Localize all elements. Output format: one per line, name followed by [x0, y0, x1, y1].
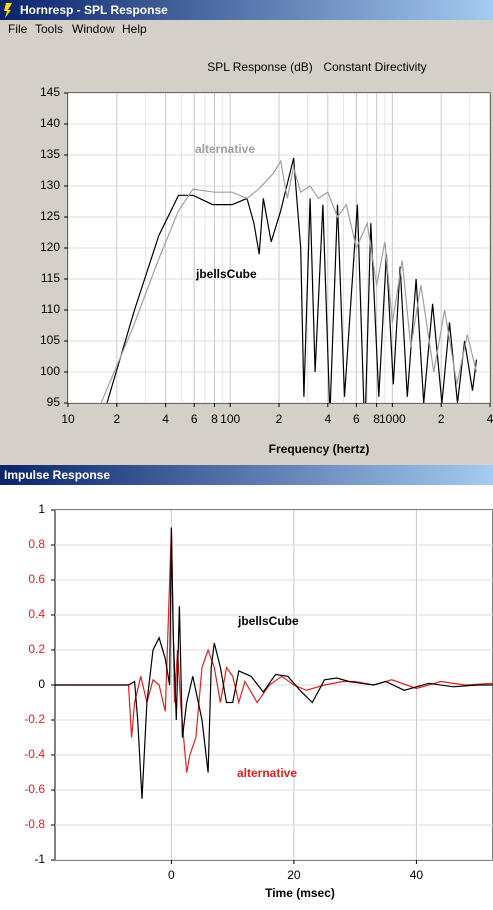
x-tick-label: 6 — [353, 412, 360, 426]
x-tick-label: 0 — [168, 868, 175, 882]
x-tick-label: 40 — [410, 868, 424, 882]
y-tick-label: 130 — [40, 178, 60, 192]
menu-item[interactable]: Window — [72, 22, 115, 36]
x-tick-label: 4 — [487, 412, 493, 426]
y-tick-label: 0.4 — [28, 607, 45, 621]
chart-subtitle: Constant Directivity — [323, 60, 426, 74]
y-tick-label: 0.2 — [28, 642, 45, 656]
y-tick-label: -1 — [34, 852, 45, 866]
series-line — [55, 527, 493, 799]
x-tick-label: 4 — [162, 412, 169, 426]
x-tick-label: 20 — [287, 868, 301, 882]
y-tick-label: 115 — [41, 271, 60, 285]
x-tick-label: 8 — [373, 412, 380, 426]
menu-item[interactable]: Help — [122, 22, 147, 36]
x-tick-label: 2 — [113, 412, 120, 426]
series-line — [100, 159, 478, 403]
window-title: Impulse Response — [4, 468, 110, 482]
title-bar — [0, 0, 493, 20]
y-tick-label: 110 — [41, 302, 60, 316]
menu-item[interactable]: File — [8, 22, 28, 36]
y-tick-label: 120 — [40, 240, 60, 254]
series-annotation: alternative — [195, 142, 255, 156]
series-annotation: jbellsCube — [237, 614, 299, 628]
x-tick-label: 6 — [191, 412, 198, 426]
y-tick-label: 1 — [38, 502, 45, 516]
y-tick-label: 0.8 — [28, 537, 45, 551]
x-tick-label: 10 — [61, 412, 75, 426]
y-tick-label: 135 — [40, 147, 60, 161]
x-tick-label: 100 — [220, 412, 240, 426]
series-annotation: alternative — [237, 766, 297, 780]
chart-title: SPL Response (dB) — [207, 60, 313, 74]
title-bar — [0, 465, 493, 485]
y-tick-label: -0.8 — [24, 817, 45, 831]
y-tick-label: 140 — [40, 116, 60, 130]
window-title: Hornresp - SPL Response — [20, 3, 168, 17]
y-tick-label: 0.6 — [28, 572, 45, 586]
y-tick-label: 100 — [40, 364, 60, 378]
x-tick-label: 1000 — [379, 412, 406, 426]
y-tick-label: -0.2 — [24, 712, 45, 726]
menu-item[interactable]: Tools — [35, 22, 63, 36]
plot-layer — [68, 93, 490, 403]
plot-layer — [55, 510, 493, 860]
y-tick-label: 0 — [38, 677, 45, 691]
y-tick-label: -0.4 — [24, 747, 45, 761]
y-tick-label: 95 — [47, 395, 61, 409]
series-line — [106, 157, 478, 403]
x-tick-label: 2 — [276, 412, 283, 426]
y-tick-label: 125 — [40, 209, 60, 223]
y-tick-label: 105 — [40, 333, 60, 347]
x-axis-label: Frequency (hertz) — [269, 442, 370, 456]
x-axis-label: Time (msec) — [265, 886, 335, 900]
x-tick-label: 8 — [211, 412, 218, 426]
y-tick-label: 145 — [40, 85, 60, 99]
x-tick-label: 2 — [438, 412, 445, 426]
x-tick-label: 4 — [324, 412, 331, 426]
series-annotation: jbellsCube — [195, 267, 257, 281]
y-tick-label: -0.6 — [24, 782, 45, 796]
app-icon — [4, 3, 12, 18]
